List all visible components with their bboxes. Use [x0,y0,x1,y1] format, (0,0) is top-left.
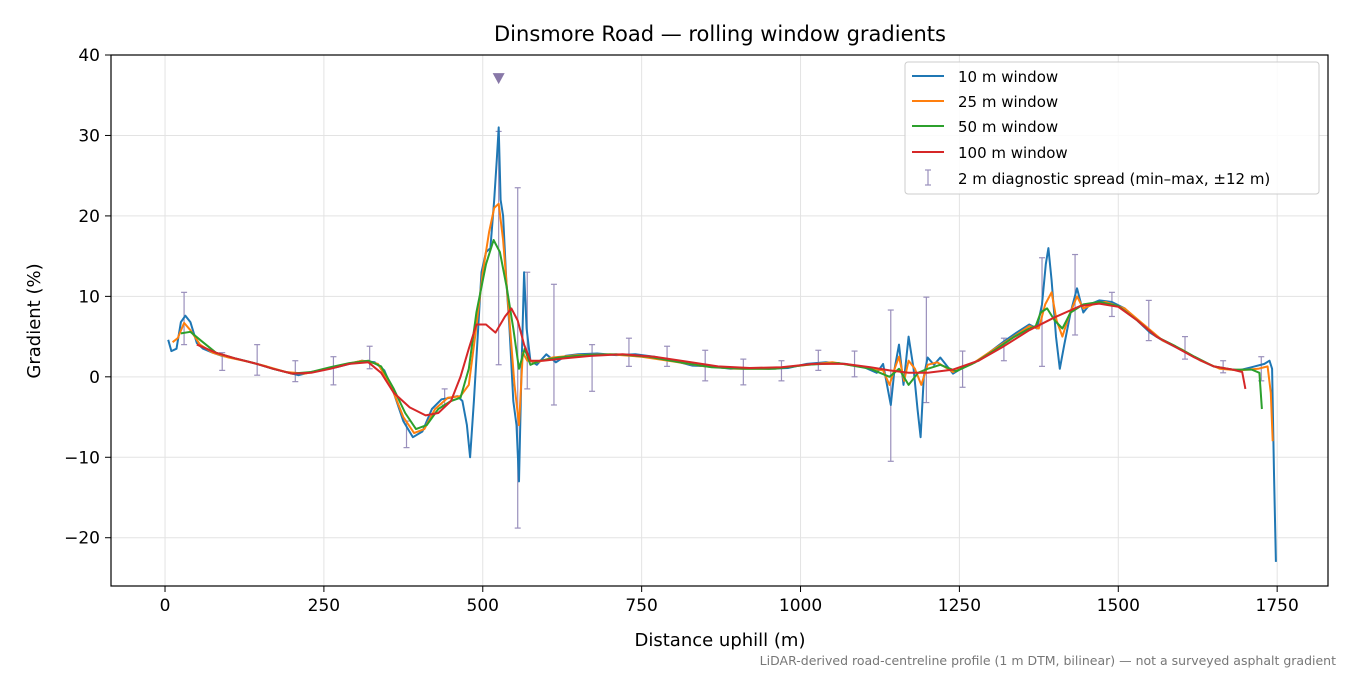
error-bar [330,356,337,386]
x-axis-label: Distance uphill (m) [635,630,806,651]
x-tick-label: 0 [160,596,171,616]
x-tick-label: 250 [308,596,340,616]
legend: 10 m window 25 m window 50 m window 100 … [904,61,1320,195]
error-bar [664,345,671,367]
y-axis-label: Gradient (%) [24,263,45,378]
y-tick-label: 30 [78,126,100,146]
error-bar [815,349,822,371]
series-line-100m [196,302,1247,417]
error-bar [887,309,894,462]
axis-ticks: 0 250 500 750 1000 1250 1500 1750 −20 −10 0 10 20 30 4… [64,46,1299,616]
series-lines [167,126,1277,562]
error-bar [778,360,785,382]
error-bar [589,344,596,392]
y-tick-label: 0 [89,368,100,388]
error-bar [740,358,747,386]
plot-frame [110,54,1329,587]
error-bar [1145,299,1152,342]
error-bar [292,360,299,383]
x-tick-label: 1750 [1256,596,1299,616]
error-bar [625,337,632,367]
legend-label-100m: 100 m window [958,144,1068,162]
legend-label-error-bars: 2 m diagnostic spread (min–max, ±12 m) [958,170,1270,188]
y-tick-label: −10 [64,448,100,468]
chart-title: Dinsmore Road — rolling window gradients [494,22,946,46]
legend-label-25m: 25 m window [958,93,1058,111]
x-tick-label: 1250 [938,596,981,616]
error-bar [1182,335,1189,360]
x-tick-label: 750 [625,596,657,616]
x-tick-label: 1000 [779,596,822,616]
error-bar [851,350,858,378]
error-bar [550,283,557,406]
x-tick-label: 1500 [1097,596,1140,616]
legend-label-10m: 10 m window [958,68,1058,86]
y-tick-label: 10 [78,287,100,307]
legend-label-50m: 50 m window [958,118,1058,136]
error-bar [254,344,261,376]
error-bar [923,296,930,404]
x-tick-label: 500 [467,596,499,616]
y-tick-label: 20 [78,207,100,227]
y-tick-label: 40 [78,46,100,66]
y-tick-label: −20 [64,529,100,549]
error-bar [366,345,373,370]
legend-swatch-error-bar [925,169,931,186]
series-line-50m [180,239,1263,431]
error-bar [1220,360,1227,374]
peak-marker-layer [492,73,505,85]
footnote: LiDAR-derived road-centreline profile (1… [760,653,1336,668]
legend-box [904,61,1320,195]
peak-marker-icon [492,73,505,85]
